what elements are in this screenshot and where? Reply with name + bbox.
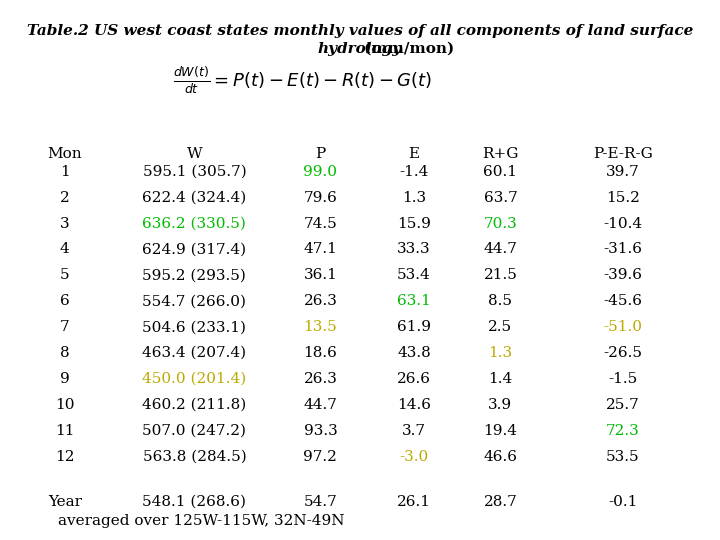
Text: 13.5: 13.5 (304, 320, 337, 334)
Text: 15.2: 15.2 (606, 191, 640, 205)
Text: 450.0 (201.4): 450.0 (201.4) (143, 372, 246, 386)
Text: -45.6: -45.6 (603, 294, 642, 308)
Text: 70.3: 70.3 (484, 217, 517, 231)
Text: 53.4: 53.4 (397, 268, 431, 282)
Text: 18.6: 18.6 (303, 346, 338, 360)
Text: 14.6: 14.6 (397, 398, 431, 412)
Text: 5: 5 (60, 268, 70, 282)
Text: 507.0 (247.2): 507.0 (247.2) (143, 424, 246, 438)
Text: $\frac{dW(t)}{dt} = P(t) - E(t) - R(t) - G(t)$: $\frac{dW(t)}{dt} = P(t) - E(t) - R(t) -… (173, 66, 432, 97)
Text: (mm/mon): (mm/mon) (359, 42, 454, 56)
Text: P: P (315, 147, 325, 161)
Text: -3.0: -3.0 (400, 450, 428, 464)
Text: -10.4: -10.4 (603, 217, 642, 231)
Text: 72.3: 72.3 (606, 424, 639, 438)
Text: -39.6: -39.6 (603, 268, 642, 282)
Text: 93.3: 93.3 (304, 424, 337, 438)
Text: 79.6: 79.6 (303, 191, 338, 205)
Text: 8.5: 8.5 (488, 294, 513, 308)
Text: R+G: R+G (482, 147, 518, 161)
Text: 63.1: 63.1 (397, 294, 431, 308)
Text: 44.7: 44.7 (483, 242, 518, 256)
Text: 10: 10 (55, 398, 75, 412)
Text: 8: 8 (60, 346, 70, 360)
Text: 1.4: 1.4 (488, 372, 513, 386)
Text: 99.0: 99.0 (303, 165, 338, 179)
Text: 3: 3 (60, 217, 70, 231)
Text: P-E-R-G: P-E-R-G (593, 147, 653, 161)
Text: 6: 6 (60, 294, 70, 308)
Text: Year: Year (48, 495, 82, 509)
Text: 622.4 (324.4): 622.4 (324.4) (143, 191, 246, 205)
Text: 26.3: 26.3 (303, 372, 338, 386)
Text: 15.9: 15.9 (397, 217, 431, 231)
Text: 26.1: 26.1 (397, 495, 431, 509)
Text: 33.3: 33.3 (397, 242, 431, 256)
Text: 19.4: 19.4 (483, 424, 518, 438)
Text: 636.2 (330.5): 636.2 (330.5) (143, 217, 246, 231)
Text: 7: 7 (60, 320, 70, 334)
Text: W: W (186, 147, 202, 161)
Text: -51.0: -51.0 (603, 320, 642, 334)
Text: 46.6: 46.6 (483, 450, 518, 464)
Text: 97.2: 97.2 (303, 450, 338, 464)
Text: -0.1: -0.1 (608, 495, 637, 509)
Text: 3.9: 3.9 (488, 398, 513, 412)
Text: 26.6: 26.6 (397, 372, 431, 386)
Text: 39.7: 39.7 (606, 165, 639, 179)
Text: 2.5: 2.5 (488, 320, 513, 334)
Text: 63.7: 63.7 (484, 191, 517, 205)
Text: 463.4 (207.4): 463.4 (207.4) (143, 346, 246, 360)
Text: 26.3: 26.3 (303, 294, 338, 308)
Text: 36.1: 36.1 (303, 268, 338, 282)
Text: 1.3: 1.3 (402, 191, 426, 205)
Text: -1.5: -1.5 (608, 372, 637, 386)
Text: -31.6: -31.6 (603, 242, 642, 256)
Text: 460.2 (211.8): 460.2 (211.8) (143, 398, 246, 412)
Text: 2: 2 (60, 191, 70, 205)
Text: 9: 9 (60, 372, 70, 386)
Text: 53.5: 53.5 (606, 450, 639, 464)
Text: 563.8 (284.5): 563.8 (284.5) (143, 450, 246, 464)
Text: 74.5: 74.5 (304, 217, 337, 231)
Text: 44.7: 44.7 (303, 398, 338, 412)
Text: 4: 4 (60, 242, 70, 256)
Text: Table.2 US west coast states monthly values of all components of land surface: Table.2 US west coast states monthly val… (27, 24, 693, 38)
Text: averaged over 125W-115W, 32N-49N: averaged over 125W-115W, 32N-49N (58, 514, 344, 528)
Text: 60.1: 60.1 (483, 165, 518, 179)
Text: 595.2 (293.5): 595.2 (293.5) (143, 268, 246, 282)
Text: 1.3: 1.3 (488, 346, 513, 360)
Text: 11: 11 (55, 424, 75, 438)
Text: -1.4: -1.4 (400, 165, 428, 179)
Text: hydrology: hydrology (318, 42, 402, 56)
Text: 595.1 (305.7): 595.1 (305.7) (143, 165, 246, 179)
Text: 1: 1 (60, 165, 70, 179)
Text: 21.5: 21.5 (483, 268, 518, 282)
Text: 12: 12 (55, 450, 75, 464)
Text: 504.6 (233.1): 504.6 (233.1) (143, 320, 246, 334)
Text: 624.9 (317.4): 624.9 (317.4) (143, 242, 246, 256)
Text: 54.7: 54.7 (304, 495, 337, 509)
Text: 47.1: 47.1 (303, 242, 338, 256)
Text: -26.5: -26.5 (603, 346, 642, 360)
Text: 61.9: 61.9 (397, 320, 431, 334)
Text: 548.1 (268.6): 548.1 (268.6) (143, 495, 246, 509)
Text: 43.8: 43.8 (397, 346, 431, 360)
Text: E: E (408, 147, 420, 161)
Text: Mon: Mon (48, 147, 82, 161)
Text: 3.7: 3.7 (402, 424, 426, 438)
Text: 554.7 (266.0): 554.7 (266.0) (143, 294, 246, 308)
Text: 28.7: 28.7 (484, 495, 517, 509)
Text: 25.7: 25.7 (606, 398, 639, 412)
